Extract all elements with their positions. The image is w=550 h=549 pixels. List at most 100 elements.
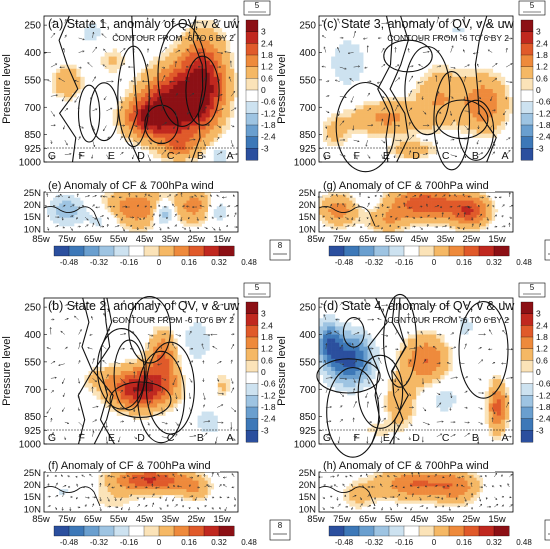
qv-b-vector-head (174, 301, 177, 305)
wind-g-vector-head (381, 227, 384, 230)
qv-a-cell (112, 56, 118, 61)
cf-e-cell (104, 206, 108, 210)
qv-b-vector (230, 344, 235, 350)
qv-c-cell (464, 121, 469, 126)
qv-c-cell (496, 80, 502, 86)
cf-g-cell (485, 209, 490, 213)
qv-a-cell (221, 101, 227, 106)
wind-e-vector (174, 213, 177, 218)
qv-b-cell (165, 391, 170, 396)
qv-b-cell (169, 362, 174, 368)
lat-label-g: 15N (299, 212, 317, 223)
cf-e-cell (171, 197, 175, 201)
qv-a-cell (132, 133, 138, 138)
cf-e-cell (122, 209, 127, 213)
qv-c-cell (331, 56, 336, 61)
qv-a-cell (173, 149, 178, 155)
cf-g-cell (434, 192, 438, 196)
cf-colorbar-swatch-g (493, 245, 510, 257)
qv-a-vector-head (176, 140, 179, 143)
qv-b-cell (185, 346, 190, 352)
cf-g-cell (406, 194, 411, 199)
qv-c-cell (444, 93, 449, 98)
qv-b-vector (87, 347, 93, 350)
cf-e-cell (56, 212, 60, 216)
cf-g-cell (458, 214, 462, 219)
qv-c-vector (337, 47, 341, 53)
cf-e-cell (177, 206, 181, 210)
qv-a-cell (116, 56, 122, 61)
cf-g-cell (458, 220, 462, 224)
qv-b-cell (141, 366, 146, 372)
cf-g-cell (476, 220, 480, 224)
qv-a-vector (64, 139, 68, 146)
qv-c-cell (500, 84, 506, 90)
qv-c-cell (335, 121, 340, 126)
cf-g-cell (391, 194, 396, 199)
wind-e-vector (234, 205, 238, 208)
wind-e-vector-head (130, 224, 133, 228)
qv-d-cell (343, 358, 348, 364)
qv-c-vector-head (476, 142, 479, 145)
wind-g-vector-head (377, 225, 380, 228)
qv-c-cell (343, 84, 348, 90)
qv-a-vector-head (120, 135, 123, 138)
qv-c-cell (343, 117, 348, 122)
cf-g-cell (422, 197, 426, 201)
map-ref-vector-label-e: 8 (278, 241, 283, 250)
wind-g-vector (358, 216, 361, 222)
colorbar-swatch-b (245, 325, 259, 338)
cf-g-cell (473, 192, 477, 196)
wind-e-vector (226, 205, 231, 208)
qv-b-cell (141, 379, 146, 384)
cf-e-cell (159, 197, 163, 201)
qv-d-cell (335, 326, 340, 331)
wind-e-vector-head (120, 218, 124, 222)
cf-g-cell (379, 217, 383, 221)
cf-colorbar-swatch-e (158, 245, 175, 257)
wind-e-vector (92, 216, 97, 220)
cf-e-cell (150, 226, 154, 230)
cf-e-cell (137, 194, 142, 199)
qv-b-contour (99, 297, 115, 445)
qv-c-cell (327, 64, 332, 70)
qv-d-cell (327, 314, 332, 319)
qv-a-vector-head (58, 77, 61, 80)
qv-c-vector-head (510, 37, 513, 40)
cf-e-cell (104, 194, 108, 199)
qv-a-cell (116, 52, 122, 57)
qv-b-cell (205, 338, 211, 343)
qv-c-cell (420, 89, 425, 94)
qv-b-cell (221, 391, 227, 396)
cf-g-cell (412, 223, 417, 227)
cf-e-cell (68, 209, 72, 213)
qv-a-cell (149, 76, 154, 82)
qv-c-vector-head (410, 107, 413, 110)
cf-e-cell (80, 203, 84, 207)
wind-e-vector-head (92, 204, 95, 207)
qv-a-cell (213, 56, 219, 61)
qv-c-vector-head (347, 52, 350, 55)
cf-g-cell (361, 209, 365, 213)
qv-a-cell (181, 141, 186, 147)
qv-c-vector-head (503, 113, 506, 116)
cf-g-cell (367, 226, 371, 230)
qv-c-cell (359, 72, 364, 78)
qv-b-cell (141, 383, 146, 388)
qv-b-cell (193, 338, 198, 343)
qv-b-vector (147, 334, 154, 337)
qv-a-vector (228, 76, 232, 82)
cf-g-cell (373, 223, 377, 227)
qv-b-cell (161, 371, 166, 376)
qv-d-cell (327, 342, 332, 347)
qv-a-vector (103, 125, 107, 132)
cf-g-cell (367, 214, 371, 219)
qv-c-cell (335, 60, 340, 65)
qv-c-vector-head (493, 109, 497, 112)
wind-e-vector-head (209, 194, 213, 197)
qv-c-cell (331, 113, 336, 118)
cf-e-cell (128, 223, 133, 227)
qv-a-cell (88, 40, 93, 45)
qv-c-cell (363, 68, 368, 74)
qv-a-cell (141, 125, 146, 130)
